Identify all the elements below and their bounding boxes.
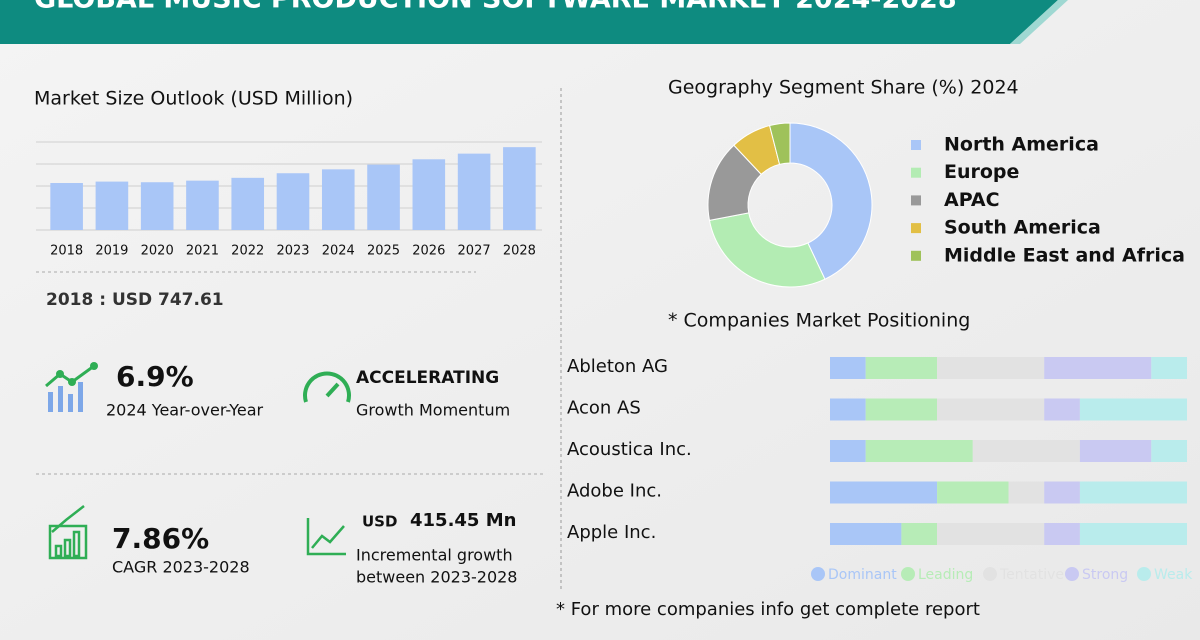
- segment: [1079, 440, 1152, 462]
- incremental-value: 415.45 Mn: [410, 510, 516, 531]
- company-label: Ableton AG: [567, 356, 668, 377]
- cagr-icon: [48, 505, 88, 560]
- x-tick-label: 2019: [95, 244, 128, 259]
- legend-label: North America: [944, 134, 1099, 156]
- legend-label: APAC: [944, 189, 1000, 211]
- company-label: Apple Inc.: [567, 522, 656, 543]
- bar: [412, 159, 446, 230]
- legend-swatch: [911, 250, 921, 261]
- segment: [972, 440, 1080, 462]
- bar: [276, 173, 310, 230]
- legend-swatch: [1065, 567, 1079, 581]
- segment: [830, 398, 866, 421]
- x-tick-label: 2026: [412, 244, 445, 259]
- bar: [95, 181, 129, 230]
- legend-swatch: [911, 167, 921, 178]
- pie-slice: [768, 122, 791, 165]
- legend-swatch: [911, 195, 921, 206]
- pie-chart-title: Geography Segment Share (%) 2024: [668, 77, 1019, 99]
- segment: [937, 357, 1045, 379]
- gauge-icon: [303, 371, 351, 403]
- segment: [937, 481, 1009, 504]
- x-tick-label: 2028: [503, 244, 536, 259]
- bar: [367, 164, 400, 230]
- legend-label: Dominant: [828, 567, 897, 583]
- segment: [1044, 523, 1080, 545]
- legend-label: Strong: [1082, 567, 1128, 583]
- segment: [865, 440, 973, 462]
- bar: [50, 183, 83, 230]
- legend-label: Weak: [1154, 567, 1193, 583]
- x-tick-label: 2027: [458, 244, 491, 259]
- yoy-icon: [45, 362, 98, 412]
- legend-swatch: [811, 567, 825, 581]
- segment: [865, 357, 938, 379]
- header-accent: [1010, 0, 1068, 44]
- legend-label: Leading: [918, 567, 973, 583]
- company-label: Acon AS: [567, 398, 641, 419]
- incremental-label: Incremental growth: [356, 546, 513, 565]
- x-tick-label: 2018: [50, 244, 83, 259]
- momentum-value: ACCELERATING: [356, 368, 499, 388]
- segment: [901, 523, 938, 545]
- company-label: Adobe Inc.: [567, 481, 662, 502]
- x-tick-label: 2021: [186, 244, 219, 259]
- segment: [1044, 398, 1080, 421]
- segment: [830, 357, 866, 379]
- bar: [321, 169, 355, 230]
- momentum-label: Growth Momentum: [356, 401, 510, 420]
- legend-swatch: [1137, 567, 1151, 581]
- legend-swatch: [911, 140, 921, 150]
- segment: [1079, 398, 1187, 421]
- cagr-value: 7.86%: [112, 522, 209, 555]
- pie-slice: [789, 122, 873, 280]
- legend-swatch: [911, 223, 921, 234]
- header-title: GLOBAL MUSIC PRODUCTION SOFTWARE MARKET …: [34, 0, 957, 15]
- positioning-title: * Companies Market Positioning: [668, 310, 970, 332]
- segment: [830, 523, 902, 545]
- legend-swatch: [983, 567, 997, 581]
- x-tick-label: 2025: [367, 244, 400, 259]
- segment: [1044, 481, 1080, 504]
- bar: [457, 153, 491, 230]
- base-year: 2018 : USD 747.61: [46, 290, 224, 310]
- bar: [503, 147, 536, 230]
- segment: [937, 398, 1045, 421]
- yoy-label: 2024 Year-over-Year: [106, 401, 264, 420]
- bar-chart-title: Market Size Outlook (USD Million): [34, 88, 353, 110]
- legend-label: Europe: [944, 161, 1019, 183]
- segment: [1151, 440, 1187, 462]
- segment: [937, 523, 1045, 545]
- footer-note: * For more companies info get complete r…: [556, 599, 980, 620]
- incremental-icon: [306, 518, 346, 556]
- x-tick-label: 2022: [231, 244, 264, 259]
- legend-swatch: [901, 567, 915, 581]
- pie-slice: [708, 212, 826, 288]
- bar: [140, 182, 174, 230]
- cagr-label: CAGR 2023-2028: [112, 558, 250, 577]
- segment: [830, 440, 866, 462]
- segment: [1151, 357, 1187, 379]
- x-tick-label: 2023: [276, 244, 309, 259]
- header-band: [0, 0, 1058, 44]
- yoy-value: 6.9%: [116, 360, 194, 393]
- segment: [830, 481, 938, 504]
- segment: [1079, 523, 1187, 545]
- bar: [231, 177, 265, 230]
- legend-label: Tentative: [999, 567, 1064, 583]
- x-tick-label: 2024: [322, 244, 355, 259]
- segment: [1008, 481, 1045, 504]
- legend-label: South America: [944, 217, 1101, 239]
- incremental-unit: USD: [362, 513, 397, 531]
- bar: [186, 180, 219, 230]
- legend-label: Middle East and Africa: [944, 244, 1185, 266]
- segment: [865, 398, 938, 421]
- company-label: Acoustica Inc.: [567, 439, 692, 460]
- segment: [1079, 481, 1187, 504]
- segment: [1044, 357, 1152, 379]
- x-tick-label: 2020: [141, 244, 174, 259]
- incremental-label: between 2023-2028: [356, 568, 517, 587]
